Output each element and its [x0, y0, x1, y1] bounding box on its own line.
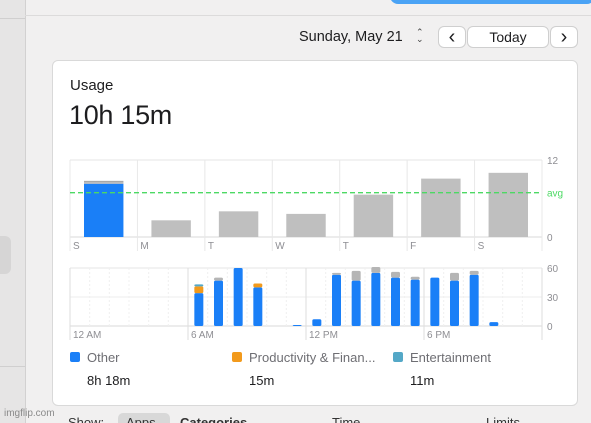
- limits-column-header[interactable]: Limits: [486, 415, 520, 423]
- y-tick-label: 0: [547, 322, 553, 333]
- sidebar-selected-item[interactable]: [0, 236, 11, 274]
- show-label: Show:: [68, 415, 105, 423]
- legend-productivity-label: Productivity & Finan...: [249, 350, 376, 365]
- today-button[interactable]: Today: [467, 26, 549, 48]
- usage-total: 10h 15m: [69, 100, 172, 130]
- legend-entertainment-value: 11m: [410, 373, 435, 388]
- day-bar: [151, 220, 191, 237]
- search-field-edge[interactable]: [390, 0, 591, 4]
- hour-bar-segment: [253, 283, 263, 288]
- hour-bar-segment: [371, 272, 381, 326]
- previous-day-button[interactable]: ‹: [438, 26, 466, 48]
- hour-bar-segment: [332, 274, 341, 326]
- hour-bar-segment: [410, 276, 420, 280]
- legend-other-value: 8h 18m: [87, 373, 131, 388]
- hour-bar-segment: [292, 325, 302, 327]
- day-bar: [488, 172, 528, 237]
- day-bar: [218, 211, 259, 237]
- hour-bar-segment: [489, 322, 499, 326]
- date-picker-chevrons-icon[interactable]: ⌃ ⌄: [416, 27, 424, 44]
- chevron-right-icon: ›: [560, 26, 568, 48]
- day-bar: [421, 178, 461, 237]
- y-tick-label: 12: [547, 156, 559, 167]
- hour-bar-segment: [450, 280, 459, 326]
- apps-segment[interactable]: Apps: [126, 415, 156, 423]
- hour-bar-segment: [391, 271, 400, 278]
- usage-label: Usage: [70, 77, 114, 94]
- toolbar-divider: [25, 15, 591, 16]
- day-bar-segment: [84, 180, 124, 183]
- hour-bar-segment: [351, 280, 361, 326]
- sidebar: [0, 0, 26, 423]
- legend-productivity-value: 15m: [249, 373, 275, 388]
- legend-other-swatch: [70, 352, 80, 362]
- hour-bar-segment: [332, 272, 341, 275]
- time-column-header[interactable]: Time: [332, 415, 361, 423]
- average-label: avg: [547, 189, 563, 200]
- day-tick-label: W: [275, 241, 285, 252]
- day-tick-label: F: [410, 241, 416, 252]
- next-day-button[interactable]: ›: [550, 26, 578, 48]
- hour-bar-segment: [410, 279, 420, 326]
- day-tick-label: M: [140, 241, 148, 252]
- hour-tick-label: 12 AM: [73, 330, 101, 341]
- day-tick-label: S: [478, 241, 485, 252]
- hour-bar-segment: [214, 277, 223, 281]
- legend-entertainment-swatch: [393, 352, 403, 362]
- day-bar: [353, 194, 394, 237]
- hour-bar-segment: [214, 280, 223, 326]
- hour-bar-segment: [450, 272, 459, 281]
- day-tick-label: S: [73, 241, 80, 252]
- sidebar-divider: [0, 18, 25, 19]
- day-bar: [286, 213, 326, 237]
- legend-productivity-swatch: [232, 352, 242, 362]
- categories-segment[interactable]: Categories: [180, 415, 248, 423]
- hour-bar-segment: [430, 277, 440, 326]
- apps-segment-bg: [118, 413, 170, 423]
- chevron-left-icon: ‹: [448, 26, 456, 48]
- day-tick-label: T: [208, 241, 214, 252]
- bottom-toolbar: Show: Apps Categories Time Limits: [52, 410, 578, 423]
- y-tick-label: 60: [547, 264, 559, 275]
- y-tick-label: 0: [547, 233, 553, 244]
- y-tick-label: 30: [547, 293, 559, 304]
- watermark: imgflip.com: [4, 408, 55, 419]
- legend-other-label: Other: [87, 350, 120, 365]
- hour-tick-label: 6 AM: [191, 330, 214, 341]
- hour-bar-segment: [194, 286, 204, 294]
- date-label[interactable]: Sunday, May 21: [299, 29, 403, 45]
- hour-tick-label: 12 PM: [309, 330, 338, 341]
- hour-bar-segment: [312, 319, 322, 326]
- hour-bar-segment: [233, 268, 243, 326]
- hour-tick-label: 6 PM: [427, 330, 450, 341]
- hour-bar-segment: [391, 277, 400, 326]
- day-tick-label: T: [343, 241, 349, 252]
- hour-bar-segment: [371, 267, 381, 273]
- sidebar-divider: [0, 366, 25, 367]
- hour-bar-segment: [194, 284, 204, 287]
- hour-bar-segment: [469, 270, 479, 275]
- day-bar-segment: [84, 182, 124, 184]
- hour-bar-segment: [469, 274, 479, 326]
- hour-bar-segment: [351, 270, 361, 281]
- legend-entertainment-label: Entertainment: [410, 350, 491, 365]
- hour-bar-segment: [253, 287, 263, 326]
- hour-bar-segment: [194, 293, 204, 326]
